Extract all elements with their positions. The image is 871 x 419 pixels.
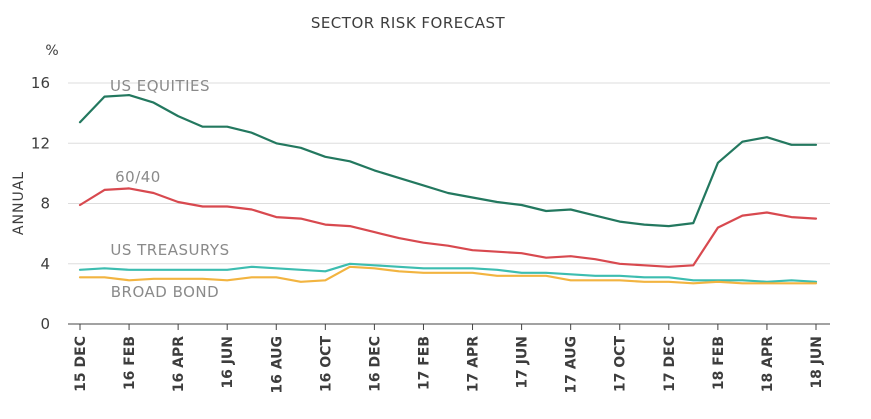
x-tick-label: 17 FEB <box>416 336 432 390</box>
series-line-us-equities <box>78 93 818 228</box>
series-label: BROAD BOND <box>111 283 219 301</box>
x-tick-label: 16 JUN <box>220 336 236 389</box>
x-tick-label: 17 APR <box>466 336 482 392</box>
x-axis-ticks: 15 DEC 16 FEB 16 APR 16 JUN 16 AUG 16 OCT 16 D… <box>73 336 825 394</box>
x-tick-label: 18 FEB <box>711 336 727 390</box>
y-tick-label: 8 <box>40 195 50 213</box>
series-line-us-treasurys <box>78 262 818 283</box>
chart-title: SECTOR RISK FORECAST <box>311 14 506 32</box>
x-tick-label: 15 DEC <box>73 336 89 392</box>
series-label: US TREASURYS <box>110 241 229 259</box>
y-axis-ticks: 0 4 8 12 16 <box>31 74 50 333</box>
y-tick-label: 0 <box>40 315 50 333</box>
x-tick-label: 16 DEC <box>367 336 383 392</box>
x-tick-label: 17 AUG <box>564 336 580 394</box>
y-tick-label: 4 <box>40 255 50 273</box>
x-tick-label: 16 AUG <box>269 336 285 394</box>
x-tick-label: 17 DEC <box>662 336 678 392</box>
series-line-60-40 <box>78 187 818 268</box>
series-label: 60/40 <box>115 168 161 186</box>
x-axis <box>68 323 830 330</box>
y-axis-label: ANNUAL <box>11 171 27 235</box>
x-tick-label: 16 OCT <box>318 336 334 393</box>
x-tick-label: 16 APR <box>171 336 187 392</box>
y-unit-label: % <box>45 43 58 59</box>
series-label: US EQUITIES <box>110 77 210 95</box>
series-line-broad-bond <box>78 265 818 285</box>
y-tick-label: 16 <box>31 74 50 92</box>
series-lines <box>78 93 818 285</box>
x-tick-label: 17 JUN <box>515 336 531 389</box>
y-tick-label: 12 <box>31 134 50 152</box>
series-labels: US EQUITIES 60/40 US TREASURYS BROAD BOND <box>110 77 229 301</box>
x-tick-label: 18 JUN <box>809 336 825 389</box>
x-tick-label: 18 APR <box>760 336 776 392</box>
gridlines <box>68 82 830 265</box>
x-tick-label: 16 FEB <box>122 336 138 390</box>
x-tick-label: 17 OCT <box>613 336 629 393</box>
